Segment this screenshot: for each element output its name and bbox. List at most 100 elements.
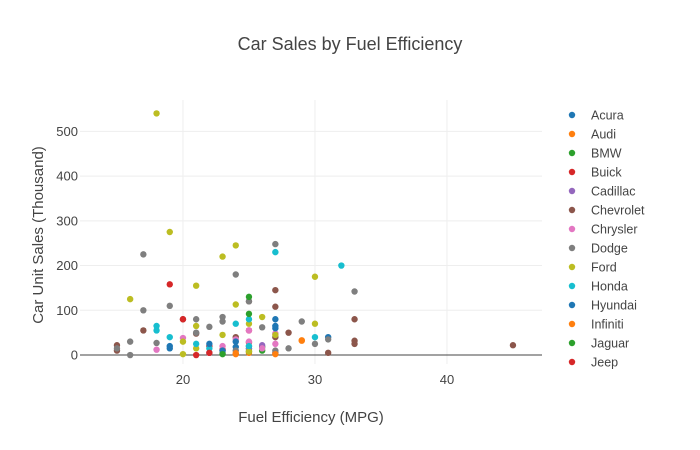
data-point-dodge[interactable] (245, 298, 253, 305)
data-point-dodge[interactable] (311, 340, 319, 348)
data-point-honda[interactable] (338, 262, 345, 269)
data-point-dodge[interactable] (351, 288, 358, 295)
legend-item-dodge[interactable]: Dodge (568, 242, 628, 256)
legend-item-hyundai[interactable]: Hyundai (568, 299, 637, 313)
data-point-ford[interactable] (258, 313, 266, 321)
data-point-chevrolet[interactable] (140, 327, 147, 334)
legend-label: BMW (591, 147, 622, 161)
data-point-chrysler[interactable] (272, 340, 279, 348)
legend-item-honda[interactable]: Honda (568, 280, 628, 294)
data-point-ford[interactable] (166, 228, 173, 236)
data-point-dodge[interactable] (140, 307, 147, 314)
data-point-dodge[interactable] (324, 336, 332, 343)
legend-item-jeep[interactable]: Jeep (568, 356, 618, 370)
data-point-ford[interactable] (245, 320, 253, 327)
data-point-dodge[interactable] (272, 240, 279, 248)
data-point-chrysler[interactable] (245, 338, 253, 345)
legend-item-chrysler[interactable]: Chrysler (568, 223, 638, 237)
data-point-ford[interactable] (232, 242, 239, 249)
data-point-chrysler[interactable] (219, 342, 226, 350)
legend-item-ford[interactable]: Ford (568, 261, 617, 275)
data-point-chevrolet[interactable] (509, 342, 517, 349)
legend-marker (568, 339, 576, 347)
data-point-hyundai[interactable] (272, 325, 279, 332)
legend-item-jaguar[interactable]: Jaguar (568, 337, 629, 351)
legend-item-acura[interactable]: Acura (568, 109, 624, 123)
data-point-ford[interactable] (272, 331, 279, 339)
data-point-dodge[interactable] (258, 324, 266, 331)
legend-item-infiniti[interactable]: Infiniti (568, 318, 624, 332)
data-point-ford[interactable] (179, 338, 187, 345)
data-point-ford[interactable] (311, 273, 319, 280)
data-point-dodge[interactable] (192, 316, 200, 323)
data-point-ford[interactable] (219, 331, 226, 339)
legend-marker (568, 301, 576, 309)
data-point-chevrolet[interactable] (351, 316, 358, 323)
data-point-jeep[interactable] (206, 349, 213, 357)
data-point-honda[interactable] (311, 333, 319, 341)
data-point-hyundai[interactable] (166, 342, 173, 350)
data-point-dodge[interactable] (140, 251, 147, 258)
data-point-infiniti[interactable] (272, 350, 279, 358)
data-point-honda[interactable] (206, 345, 213, 352)
data-point-hyundai[interactable] (232, 338, 239, 345)
data-point-dodge[interactable] (219, 318, 226, 325)
legend: Acura Audi BMW Buick Cadillac Chevrolet Chrysl… (568, 109, 645, 370)
data-point-honda[interactable] (272, 248, 279, 256)
data-point-ford[interactable] (126, 295, 134, 303)
data-point-dodge[interactable] (126, 351, 134, 359)
legend-item-bmw[interactable]: BMW (568, 147, 622, 161)
data-point-ford[interactable] (311, 320, 319, 327)
data-point-jeep[interactable] (179, 316, 187, 323)
data-point-dodge[interactable] (285, 345, 292, 352)
data-point-jeep[interactable] (166, 281, 173, 288)
data-point-ford[interactable] (192, 282, 200, 289)
data-point-honda[interactable] (192, 340, 200, 348)
data-point-dodge[interactable] (206, 323, 213, 331)
data-point-infiniti[interactable] (232, 350, 239, 357)
data-point-jaguar[interactable] (219, 350, 226, 358)
data-point-chevrolet[interactable] (272, 286, 279, 294)
data-point-hyundai[interactable] (206, 340, 213, 348)
data-point-acura[interactable] (272, 316, 279, 323)
data-point-chevrolet[interactable] (324, 349, 332, 357)
data-point-honda[interactable] (166, 333, 173, 341)
data-point-dodge[interactable] (219, 313, 226, 321)
data-point-dodge[interactable] (166, 302, 173, 310)
data-point-ford[interactable] (245, 348, 253, 355)
data-point-jaguar[interactable] (245, 310, 253, 318)
data-point-jaguar[interactable] (245, 293, 253, 301)
data-point-ford[interactable] (192, 322, 200, 330)
data-point-chevrolet[interactable] (351, 340, 358, 348)
data-point-dodge[interactable] (232, 271, 239, 278)
legend-item-audi[interactable]: Audi (568, 128, 616, 142)
data-point-dodge[interactable] (113, 345, 121, 352)
data-point-ford[interactable] (219, 253, 226, 260)
legend-label: Jeep (591, 356, 618, 370)
data-point-honda[interactable] (153, 327, 160, 334)
data-point-honda[interactable] (232, 320, 239, 327)
data-point-honda[interactable] (245, 316, 253, 323)
legend-item-cadillac[interactable]: Cadillac (568, 185, 636, 199)
legend-label: Infiniti (591, 318, 624, 332)
data-point-chevrolet[interactable] (285, 329, 292, 336)
legend-item-chevrolet[interactable]: Chevrolet (568, 204, 645, 218)
data-point-infiniti[interactable] (298, 337, 305, 344)
data-point-ford[interactable] (192, 345, 200, 352)
data-point-jeep[interactable] (192, 351, 200, 359)
data-point-dodge[interactable] (298, 318, 305, 325)
legend-item-buick[interactable]: Buick (568, 166, 623, 180)
data-point-dodge[interactable] (192, 329, 200, 336)
data-point-honda[interactable] (153, 322, 160, 330)
data-point-chrysler[interactable] (153, 346, 160, 353)
data-point-dodge[interactable] (126, 338, 134, 345)
data-point-ford[interactable] (179, 350, 187, 358)
data-point-ford[interactable] (232, 301, 239, 308)
data-point-dodge[interactable] (153, 339, 160, 347)
data-point-chrysler[interactable] (258, 345, 266, 352)
legend-marker (568, 187, 576, 195)
data-point-chrysler[interactable] (245, 327, 253, 334)
data-point-ford[interactable] (153, 110, 160, 117)
data-point-honda[interactable] (245, 342, 253, 350)
data-point-chevrolet[interactable] (272, 303, 279, 310)
